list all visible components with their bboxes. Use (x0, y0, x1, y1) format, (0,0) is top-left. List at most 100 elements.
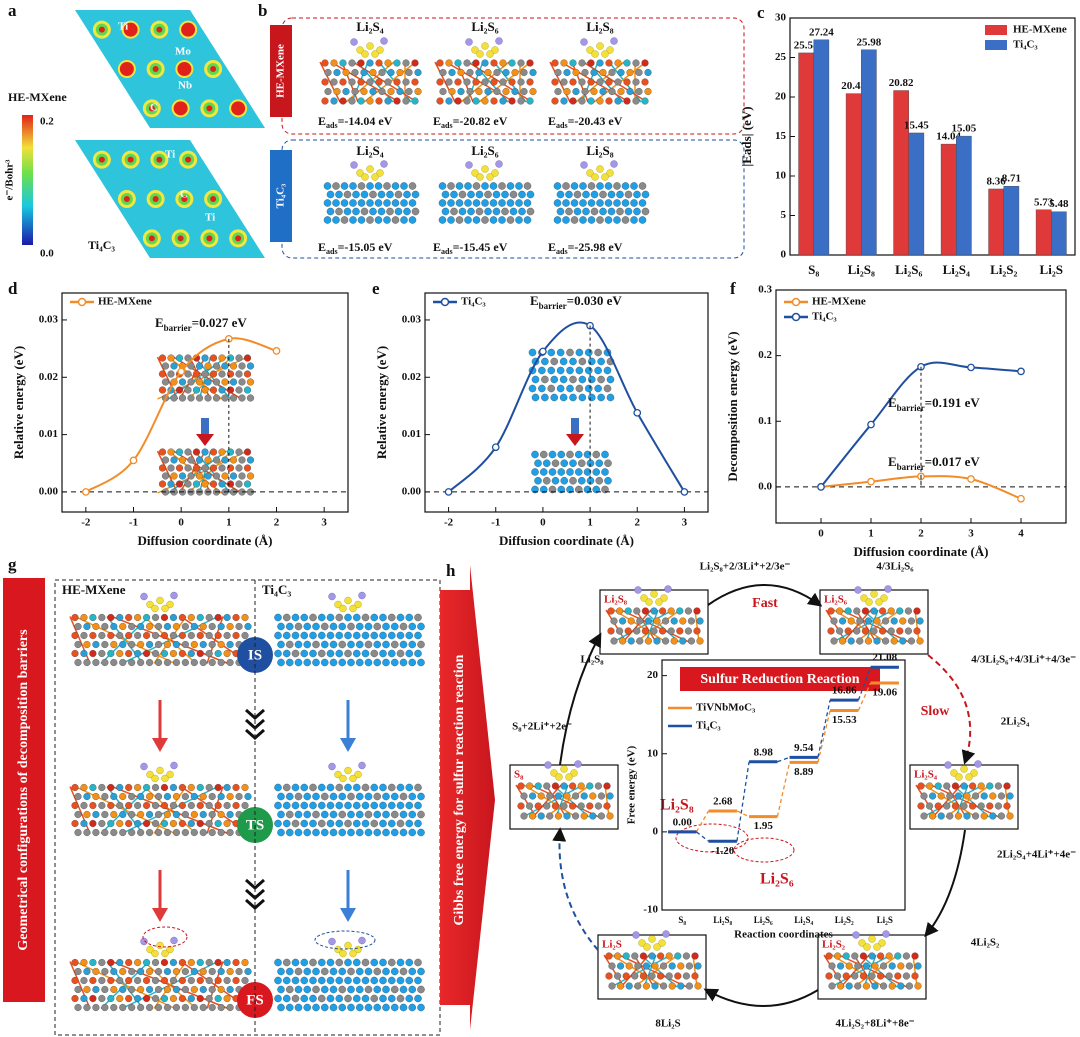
atom (588, 375, 596, 384)
atom (501, 190, 509, 199)
atom (625, 982, 633, 990)
atom (856, 637, 864, 645)
atom (369, 190, 377, 199)
atom (214, 613, 222, 622)
atom (208, 985, 216, 994)
atom (300, 976, 308, 985)
atom (402, 78, 410, 86)
connector (695, 810, 710, 833)
atom (309, 783, 317, 792)
atom (143, 819, 151, 828)
data-label: 20.43 (841, 80, 866, 92)
atom (585, 366, 593, 375)
atom (557, 468, 566, 476)
state-badge (237, 637, 273, 673)
atom (291, 783, 300, 792)
atom (400, 182, 408, 190)
atom (170, 591, 178, 600)
atom (226, 828, 234, 837)
atom (414, 87, 422, 96)
atom (151, 801, 160, 810)
atom (243, 354, 252, 362)
atom (523, 182, 532, 190)
atom (369, 87, 377, 96)
atom (556, 384, 565, 393)
atom (934, 782, 942, 790)
atom (321, 78, 329, 86)
atom (214, 801, 222, 810)
bond (830, 954, 892, 988)
atom (827, 627, 835, 635)
atom (98, 649, 106, 658)
atom (476, 173, 484, 181)
atom (677, 962, 685, 970)
atom (853, 607, 861, 615)
atom (408, 216, 417, 224)
atom (414, 783, 422, 792)
atom (370, 613, 378, 622)
atom (226, 792, 234, 801)
atom (520, 68, 528, 77)
atom (580, 812, 588, 820)
atom (394, 190, 403, 199)
atom (687, 637, 695, 645)
atom (937, 792, 945, 800)
data-label: 25.98 (856, 36, 881, 48)
atom (408, 967, 416, 976)
atom (873, 637, 881, 645)
point (680, 488, 689, 496)
atom (954, 792, 962, 800)
atom (489, 199, 498, 207)
atom (146, 622, 154, 631)
atom (332, 216, 340, 224)
caption-bar (3, 578, 45, 1002)
atom (214, 649, 222, 658)
atom (575, 348, 584, 357)
y-tick-label: 0.01 (39, 428, 58, 440)
connector (817, 710, 831, 763)
atom (590, 190, 599, 199)
atom (518, 190, 526, 199)
atom (920, 812, 928, 820)
atom (574, 760, 582, 768)
atom (229, 378, 238, 386)
atom (597, 393, 605, 402)
atom (827, 607, 835, 615)
atom (163, 658, 172, 667)
atom (825, 972, 833, 980)
atom (414, 801, 422, 810)
atom (387, 958, 396, 967)
atom (396, 87, 404, 96)
bond (153, 961, 187, 1009)
density-spot (119, 62, 134, 76)
atom (146, 828, 154, 837)
atom (344, 649, 352, 658)
atom (380, 37, 388, 45)
bond (153, 616, 187, 664)
atom-label: Nb (178, 80, 192, 92)
atom (929, 812, 937, 820)
atom (696, 637, 704, 645)
atom (366, 78, 374, 86)
atom (570, 216, 579, 224)
atom (196, 631, 204, 640)
atom (361, 819, 370, 828)
atom (508, 59, 516, 67)
atom (101, 622, 109, 631)
density-spot (148, 105, 155, 112)
legend-label: TiVNbMoC₃ (696, 702, 756, 714)
arrow (340, 738, 356, 752)
bond (645, 609, 659, 643)
atom (80, 649, 88, 658)
atom (274, 649, 282, 658)
atom (417, 640, 425, 649)
atom (454, 78, 462, 86)
atom (563, 68, 571, 77)
atom (352, 649, 361, 658)
data-label: 15.05 (951, 123, 976, 135)
atom (235, 354, 243, 362)
atom (128, 828, 136, 837)
atom (543, 476, 551, 485)
atom (212, 456, 221, 464)
atom (408, 658, 416, 667)
